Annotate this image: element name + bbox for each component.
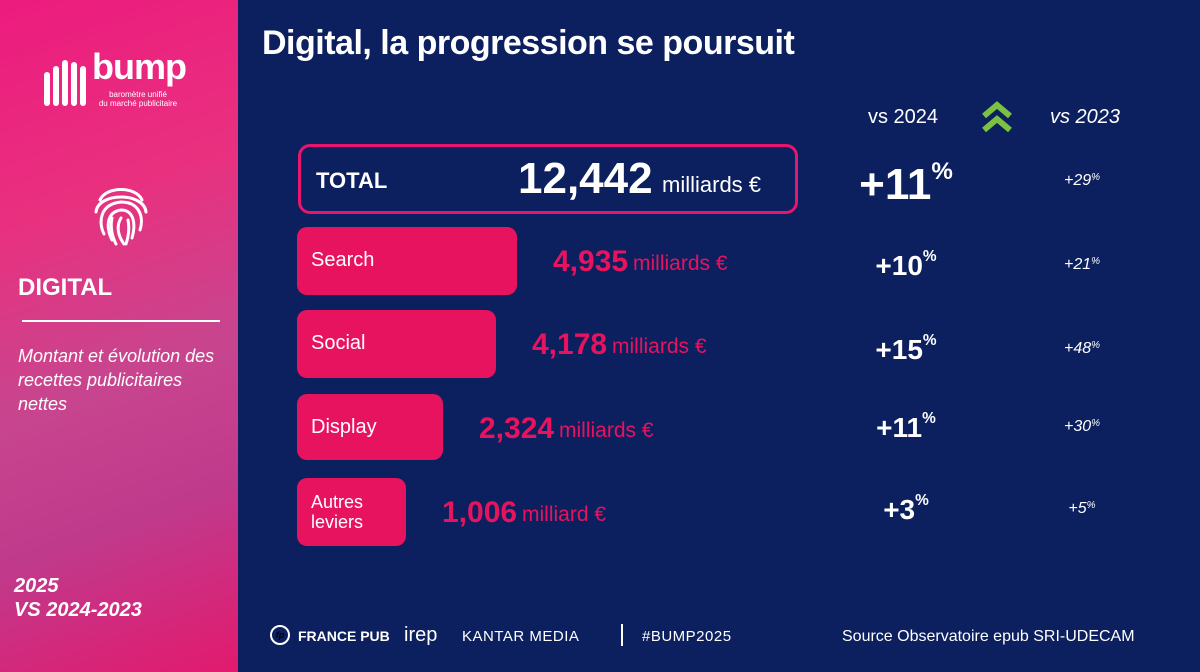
bar-value-social: 4,178: [532, 328, 608, 361]
bar-label-search: Search: [311, 249, 375, 271]
vs-2023-search: +21%: [1042, 256, 1122, 274]
double-chevron-up-icon: [982, 101, 1012, 133]
bar-value-search: 4,935: [553, 245, 629, 278]
vs-2024-search: +10%: [846, 248, 966, 282]
percent-suffix: %: [915, 492, 929, 509]
bar-unit-autres-leviers: milliard €: [522, 503, 607, 526]
sidebar: bump baromètre unifié du marché publicit…: [0, 0, 238, 672]
vs-2024-value: +15: [875, 334, 923, 365]
percent-suffix: %: [922, 410, 936, 427]
total-vs-2023-value: +29: [1063, 172, 1092, 189]
kantar-media-logo: KANTAR MEDIA: [462, 628, 580, 645]
vs-2023-value: +21: [1063, 256, 1092, 273]
logo-wordmark: bump: [92, 46, 187, 87]
bar-unit-social: milliards €: [612, 335, 707, 358]
section-title: DIGITAL: [18, 274, 113, 301]
total-vs-2023-suffix: %: [1091, 172, 1101, 183]
bar-label-autres-leviers: Autres leviers: [311, 492, 363, 532]
bump-logo: bump baromètre unifié du marché publicit…: [44, 46, 204, 112]
vs-2024-social: +15%: [846, 332, 966, 366]
section-description: Montant et évolution des recettes public…: [18, 346, 215, 414]
vs-2024-autres-leviers: +3%: [846, 492, 966, 526]
total-vs-2023: +29%: [1042, 172, 1122, 190]
total-vs-2024-value: +11: [859, 160, 932, 209]
percent-suffix: %: [922, 248, 937, 265]
logo-tagline: baromètre unifié du marché publicitaire: [98, 90, 178, 108]
bar-display: [297, 394, 443, 460]
vs-2024-display: +11%: [846, 410, 966, 444]
france-pub-logo-icon: fp: [270, 625, 290, 645]
bar-value-autres-leviers: 1,006: [442, 496, 518, 529]
bar-label-line1: Autres: [311, 492, 364, 512]
bar-unit-search: milliards €: [633, 252, 728, 275]
france-pub-logo: FRANCE PUB: [298, 628, 390, 644]
page-title: Digital, la progression se poursuit: [262, 24, 795, 62]
percent-suffix: %: [1086, 500, 1096, 511]
period-compare: VS 2024-2023: [14, 599, 142, 621]
bar-autres-leviers: [297, 478, 406, 546]
vs-2023-value: +30: [1063, 418, 1092, 435]
bar-social: [297, 310, 496, 378]
percent-suffix: %: [1091, 418, 1101, 429]
divider: [22, 320, 220, 322]
percent-suffix: %: [922, 332, 937, 349]
vs-2024-value: +11: [876, 412, 923, 443]
total-unit: milliards €: [662, 172, 762, 197]
column-header-vs-2023: vs 2023: [1050, 106, 1121, 128]
bar-label-social: Social: [311, 332, 366, 354]
column-header-vs-2024: vs 2024: [868, 106, 939, 128]
vs-2023-value: +48: [1063, 340, 1092, 357]
period-year: 2025: [14, 575, 59, 597]
irep-logo: irep: [404, 624, 438, 646]
bar-label-line2: leviers: [311, 512, 364, 532]
period-label: 2025 VS 2024-2023: [14, 574, 142, 622]
total-label: TOTAL: [316, 168, 388, 193]
total-value: 12,442: [518, 154, 653, 203]
logo-tagline-line1: baromètre unifié: [109, 90, 167, 99]
bar-search: [297, 227, 517, 295]
vs-2023-value: +5: [1068, 500, 1087, 517]
total-box: [298, 144, 798, 214]
percent-suffix: %: [1091, 256, 1101, 267]
fingerprint-icon: [94, 188, 148, 246]
vs-2023-autres-leviers: +5%: [1042, 500, 1122, 518]
percent-suffix: %: [1091, 340, 1101, 351]
logo-tagline-line2: du marché publicitaire: [98, 99, 178, 108]
vs-2024-value: +10: [875, 250, 923, 281]
vs-2023-display: +30%: [1042, 418, 1122, 436]
vs-2024-value: +3: [883, 494, 916, 525]
total-vs-2024: +11%: [846, 158, 966, 210]
bar-unit-display: milliards €: [559, 419, 654, 442]
vs-2023-social: +48%: [1042, 340, 1122, 358]
hashtag: #BUMP2025: [642, 628, 732, 645]
footer-divider: [621, 624, 623, 646]
source-note: Source Observatoire epub SRI-UDECAM: [842, 628, 1135, 645]
bar-label-display: Display: [311, 416, 377, 438]
total-vs-2024-suffix: %: [931, 158, 953, 185]
bar-value-display: 2,324: [479, 412, 555, 445]
